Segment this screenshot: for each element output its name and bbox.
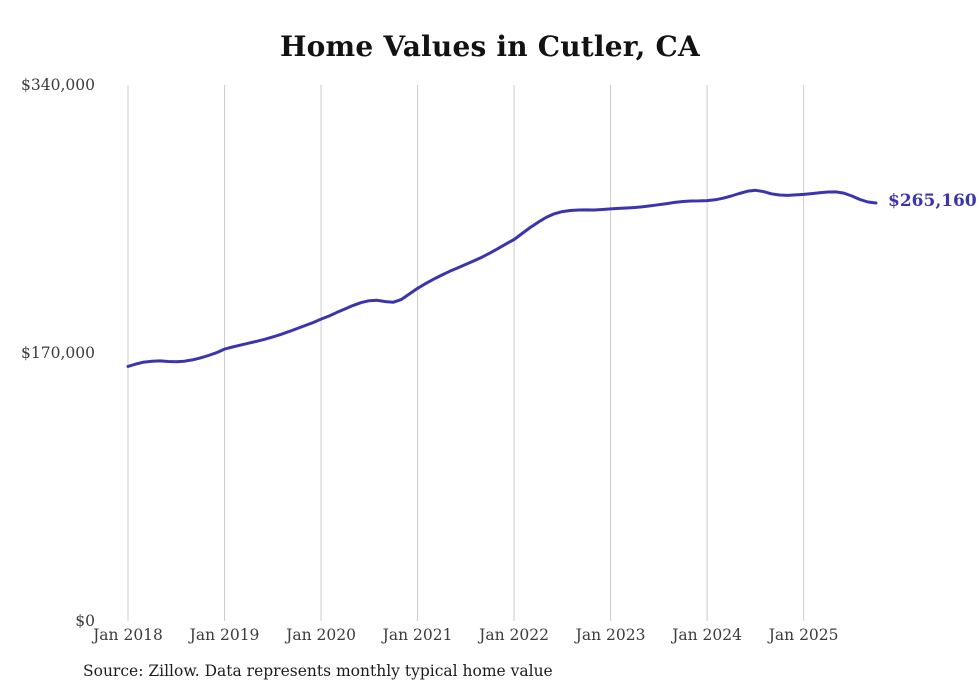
x-tick-label: Jan 2023 <box>574 626 646 644</box>
y-tick-label: $0 <box>75 612 95 630</box>
y-tick-label: $340,000 <box>21 76 95 94</box>
x-tick-label: Jan 2025 <box>767 626 839 644</box>
end-value-label: $265,160 <box>888 190 977 211</box>
x-tick-label: Jan 2022 <box>477 626 549 644</box>
source-note: Source: Zillow. Data represents monthly … <box>83 662 553 680</box>
x-tick-label: Jan 2024 <box>670 626 742 644</box>
chart-title: Home Values in Cutler, CA <box>280 30 700 63</box>
x-tick-label: Jan 2018 <box>91 626 163 644</box>
home-value-line <box>126 188 878 368</box>
y-tick-label: $170,000 <box>21 344 95 362</box>
x-tick-label: Jan 2021 <box>381 626 453 644</box>
x-tick-label: Jan 2020 <box>284 626 356 644</box>
x-tick-label: Jan 2019 <box>188 626 260 644</box>
